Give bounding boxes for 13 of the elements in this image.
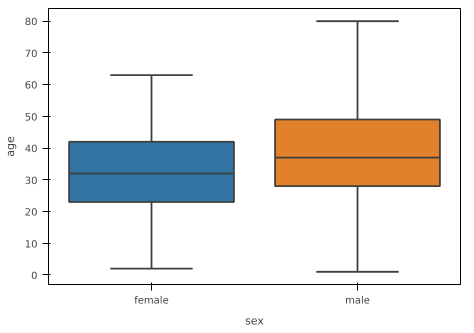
- x-axis-title: sex: [245, 314, 264, 328]
- y-tick-label: 50: [24, 112, 38, 124]
- x-tick-label: female: [134, 296, 169, 306]
- y-tick-label: 0: [31, 270, 38, 282]
- y-tick-label: 20: [24, 208, 38, 219]
- y-tick-label: 10: [24, 239, 38, 250]
- y-tick-label: 30: [24, 176, 38, 187]
- y-tick-label: 60: [24, 80, 38, 92]
- y-tick-label: 80: [24, 17, 38, 28]
- x-tick-label: male: [345, 296, 370, 306]
- y-tick-label: 40: [24, 144, 38, 156]
- y-tick-label: 70: [24, 48, 38, 60]
- y-axis-title: age: [4, 136, 17, 157]
